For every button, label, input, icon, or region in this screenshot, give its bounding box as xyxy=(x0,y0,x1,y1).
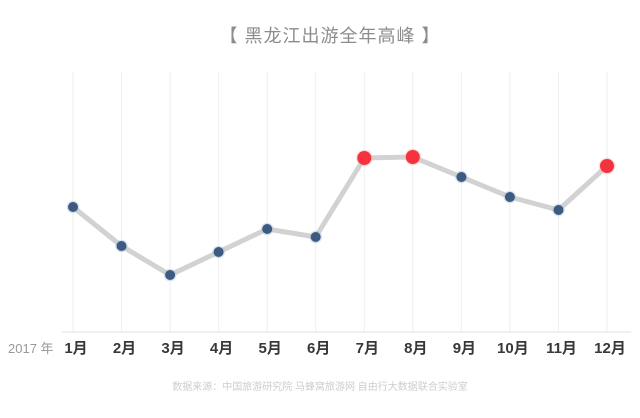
svg-text:9月: 9月 xyxy=(453,340,476,357)
svg-text:6月: 6月 xyxy=(307,340,330,357)
svg-text:2017 年: 2017 年 xyxy=(8,341,54,356)
svg-text:3月: 3月 xyxy=(161,340,184,357)
svg-text:11月: 11月 xyxy=(546,340,577,357)
svg-text:1月: 1月 xyxy=(64,340,87,357)
svg-text:12月: 12月 xyxy=(594,340,626,357)
svg-text:2月: 2月 xyxy=(113,340,136,357)
svg-text:数据来源：中国旅游研究院 马蜂窝旅游网 自由行大数据联合实验: 数据来源：中国旅游研究院 马蜂窝旅游网 自由行大数据联合实验室 xyxy=(172,380,468,393)
svg-text:4月: 4月 xyxy=(210,340,233,357)
svg-text:8月: 8月 xyxy=(404,340,427,357)
svg-text:5月: 5月 xyxy=(259,340,282,357)
svg-text:10月: 10月 xyxy=(497,340,529,357)
svg-text:7月: 7月 xyxy=(356,340,379,357)
